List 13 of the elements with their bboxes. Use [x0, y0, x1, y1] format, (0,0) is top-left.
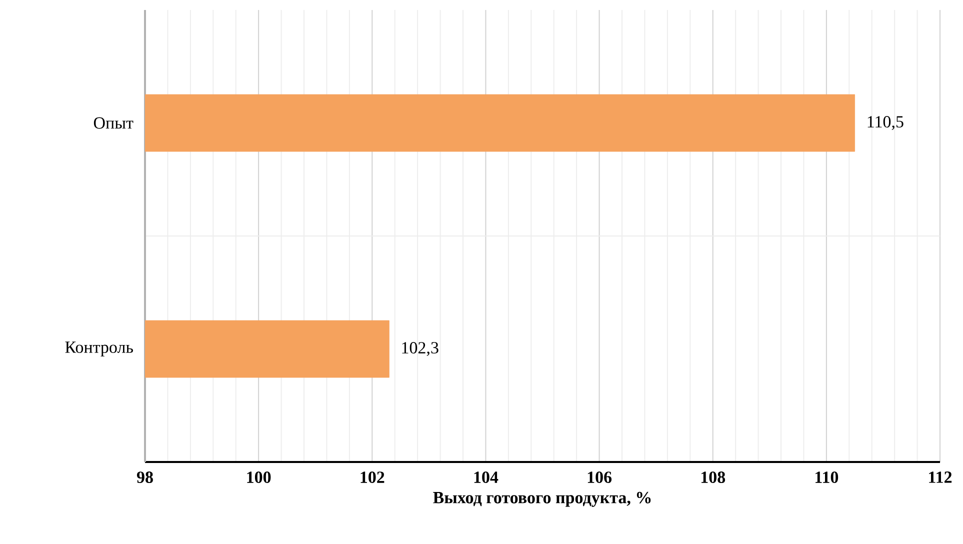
data-label: 110,5 [868, 116, 904, 130]
x-axis-title: Выход готового продукта, % [433, 492, 651, 507]
data-label: 102,3 [402, 342, 438, 356]
x-tick-label: 110 [816, 472, 838, 484]
x-tick-label: 108 [701, 472, 726, 484]
x-tick-label: 98 [136, 472, 153, 484]
x-tick-label: 112 [929, 472, 952, 483]
x-tick-label: 100 [247, 472, 271, 484]
x-tick-label: 106 [588, 472, 612, 484]
x-tick-label: 102 [360, 472, 384, 484]
y-tick-label: Опыт [94, 117, 134, 129]
y-tick-label: Контроль [65, 342, 133, 356]
x-tick-label: 104 [474, 472, 498, 484]
